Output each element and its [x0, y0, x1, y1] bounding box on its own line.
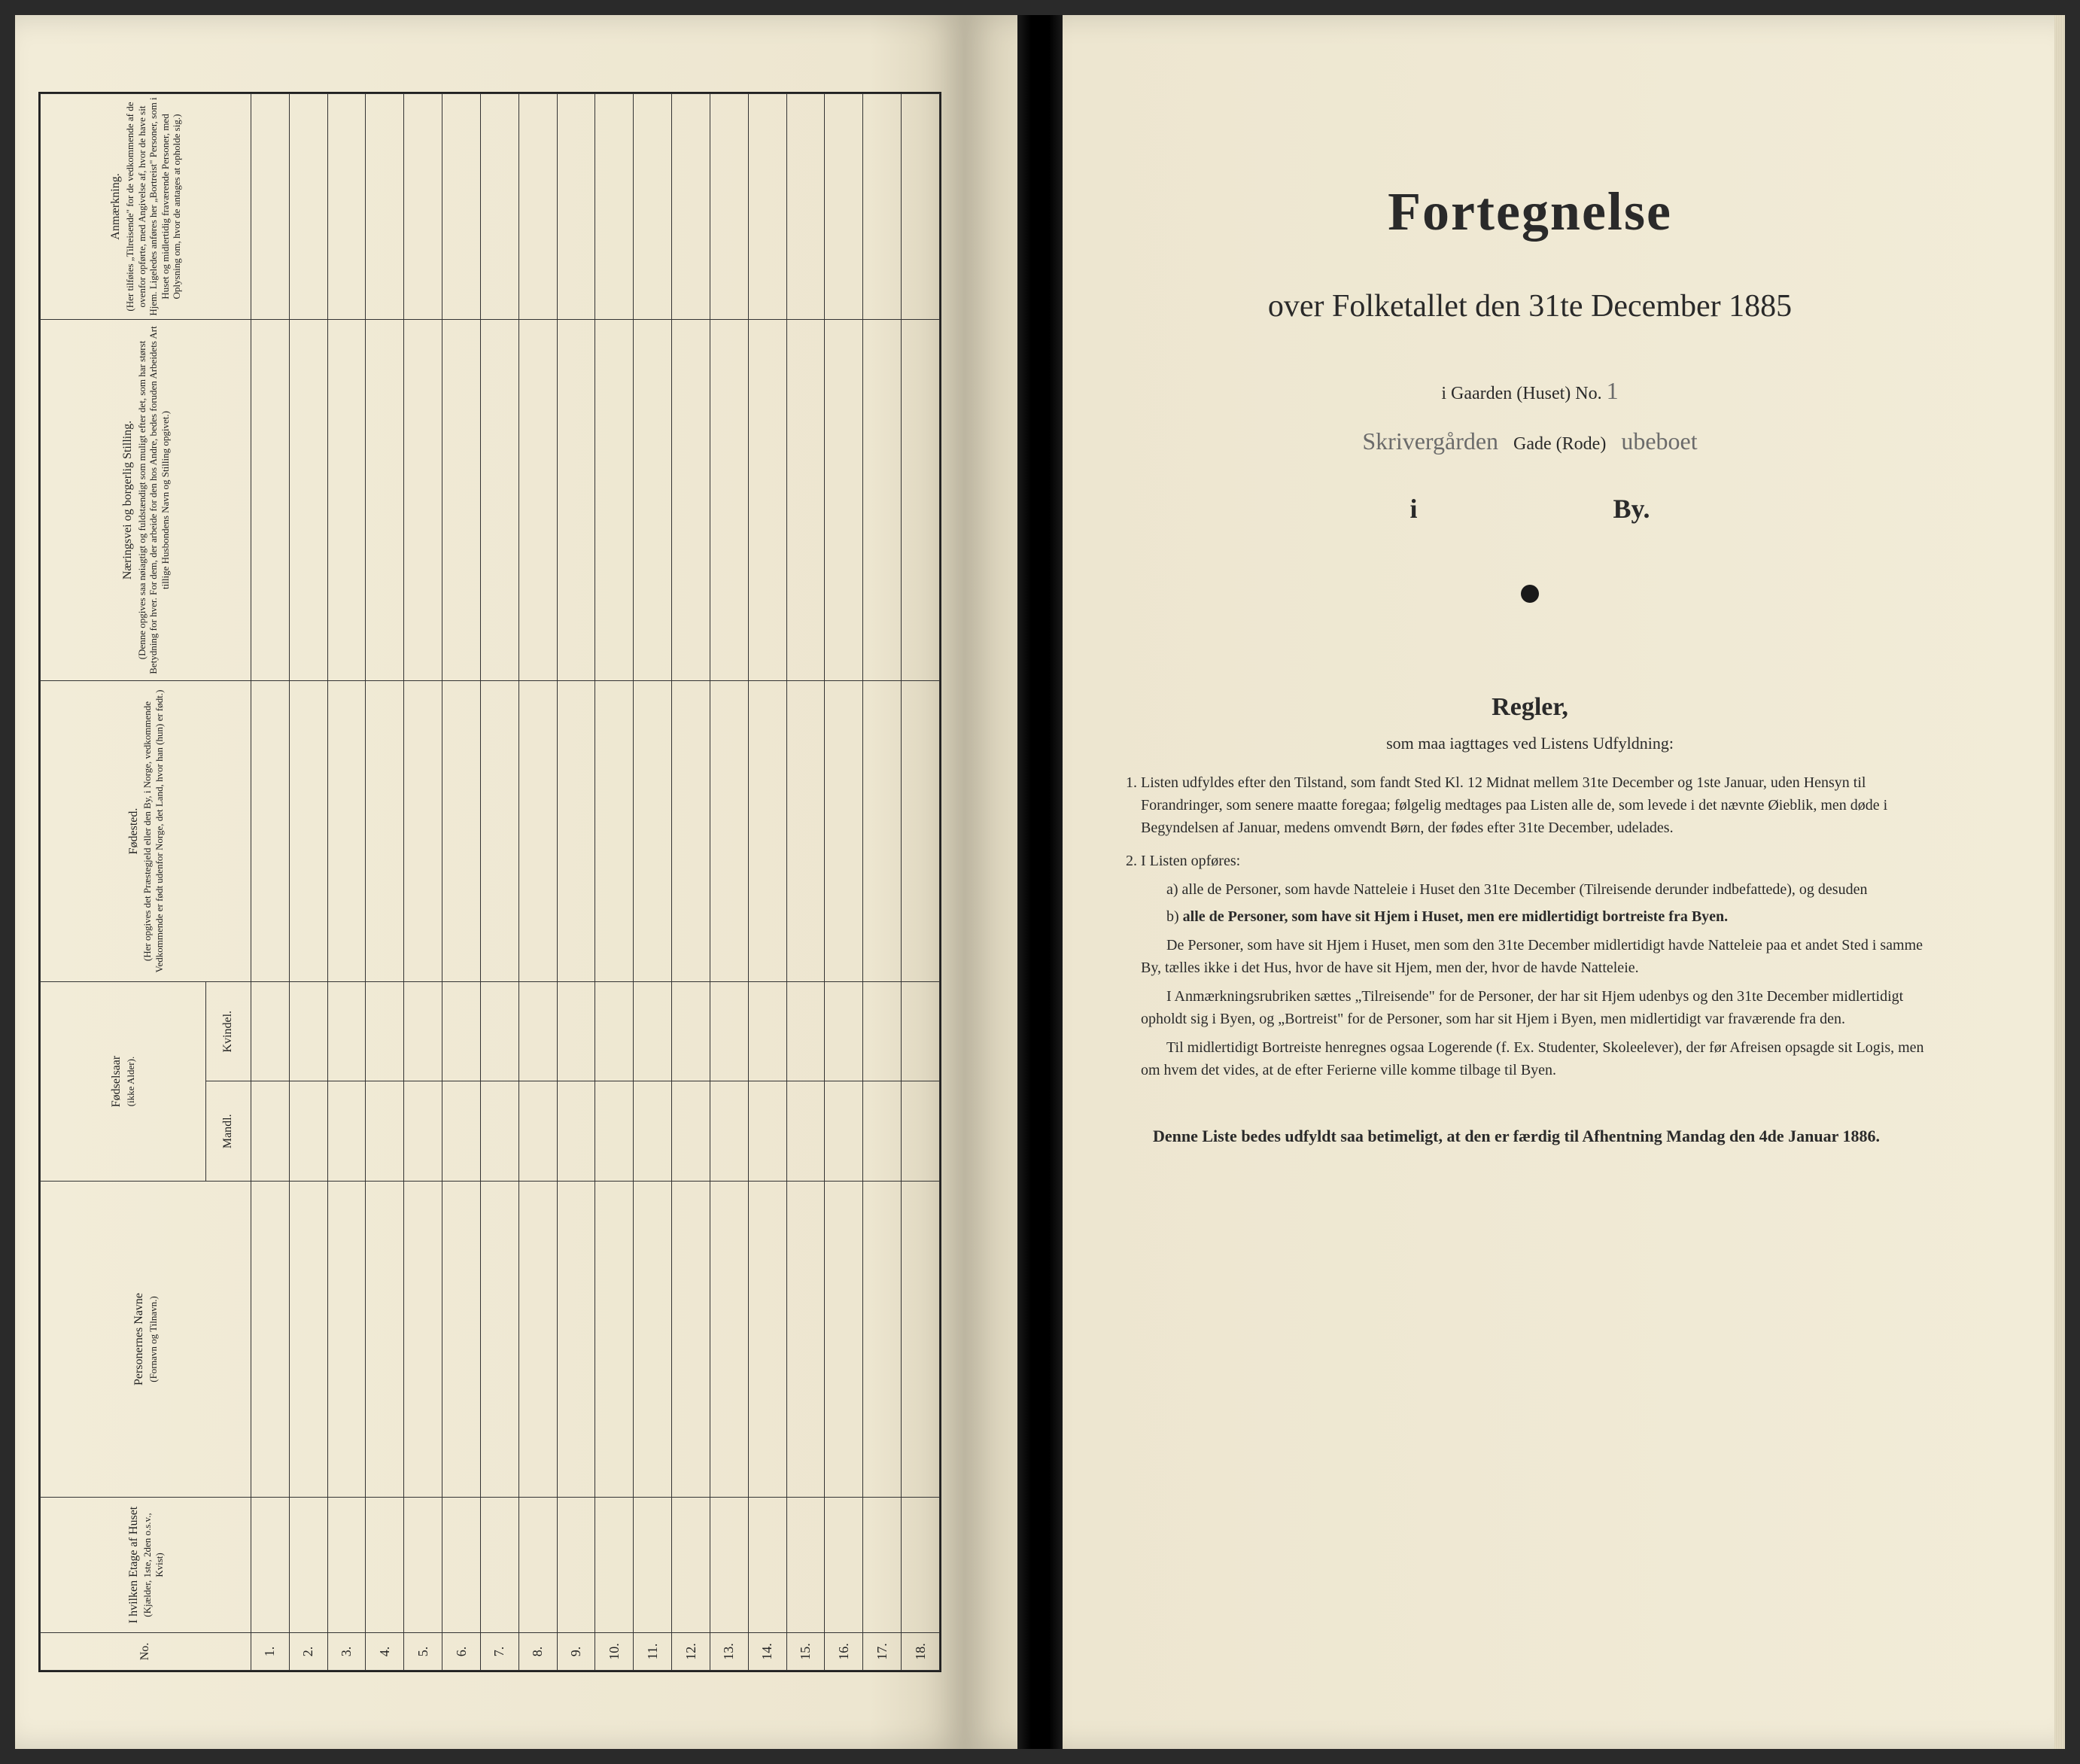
gade-label: Gade (Rode) — [1513, 434, 1606, 455]
table-row: 10. — [595, 94, 634, 1671]
birthyear-label: Fødselsaar — [109, 985, 125, 1178]
page-edge-stack — [2054, 15, 2065, 1749]
rule-2: I Listen opføres: a) alle de Personer, s… — [1141, 850, 1945, 1081]
rule-2a-label: a) — [1166, 881, 1178, 898]
row-no: 13. — [710, 1633, 748, 1671]
rule-2-para3: Til midlertidigt Bortreiste henregnes og… — [1141, 1036, 1945, 1081]
right-page: Fortegnelse over Folketallet den 31te De… — [965, 15, 2065, 1749]
gade-handwritten-right: ubeboet — [1621, 427, 1697, 455]
row-no: 7. — [480, 1633, 518, 1671]
row-no: 1. — [251, 1633, 290, 1671]
gade-handwritten-left: Skrivergården — [1362, 427, 1498, 455]
gaarden-line: i Gaarden (Huset) No. 1 — [1100, 377, 1960, 405]
col-header-female: Kvindel. — [206, 982, 251, 1082]
form-rows: 1. 2. 3. 4. 5. 6. 7. 8. 9. 10. 11. 12. 1… — [251, 94, 940, 1671]
birthplace-sub: (Her opgives det Præstegjeld eller den B… — [141, 684, 165, 978]
gaarden-label: i Gaarden (Huset) No. — [1441, 384, 1601, 403]
birthyear-sub: (ikke Alder). — [125, 985, 137, 1178]
left-page: No. I hvilken Etage af Huset (Kjælder, 1… — [15, 15, 965, 1749]
title-page-content: Fortegnelse over Folketallet den 31te De… — [1100, 181, 1960, 1146]
row-no: 10. — [595, 1633, 634, 1671]
table-row: 16. — [825, 94, 863, 1671]
remarks-label: Anmærkning. — [108, 97, 124, 316]
row-no: 5. — [404, 1633, 442, 1671]
rule-2-intro: I Listen opføres: — [1141, 853, 1240, 869]
rules-title: Regler, — [1100, 693, 1960, 722]
rules-body: Listen udfyldes efter den Tilstand, som … — [1100, 771, 1960, 1081]
col-header-occupation: Næringsvei og borgerlig Stilling. (Denne… — [41, 320, 251, 681]
subtitle: over Folketallet den 31te December 1885 — [1100, 288, 1960, 324]
table-row: 2. — [289, 94, 327, 1671]
gade-line: Skrivergården Gade (Rode) ubeboet — [1100, 427, 1960, 455]
row-no: 2. — [289, 1633, 327, 1671]
table-row: 15. — [786, 94, 825, 1671]
table-row: 8. — [518, 94, 557, 1671]
rule-2a: a) alle de Personer, som havde Natteleie… — [1166, 878, 1945, 901]
by-label: By. — [1613, 493, 1650, 525]
birthplace-label: Fødested. — [126, 684, 142, 978]
row-no: 18. — [902, 1633, 940, 1671]
rule-2-para1: De Personer, som have sit Hjem i Huset, … — [1141, 934, 1945, 979]
row-no: 15. — [786, 1633, 825, 1671]
col-header-birthplace: Fødested. (Her opgives det Præstegjeld e… — [41, 681, 251, 982]
names-sub: (Fornavn og Tilnavn.) — [147, 1185, 160, 1494]
table-row: 1. — [251, 94, 290, 1671]
row-no: 3. — [327, 1633, 366, 1671]
rules-subtitle: som maa iagttages ved Listens Udfyldning… — [1100, 734, 1960, 753]
census-form-table: No. I hvilken Etage af Huset (Kjælder, 1… — [38, 92, 941, 1672]
row-no: 8. — [518, 1633, 557, 1671]
col-header-remarks: Anmærkning. (Her tilføies „Tilreisende" … — [41, 94, 251, 320]
table-row: 5. — [404, 94, 442, 1671]
rule-2b-label: b) — [1166, 908, 1179, 925]
table-row: 4. — [366, 94, 404, 1671]
rule-2a-text: alle de Personer, som havde Natteleie i … — [1182, 881, 1868, 898]
table-row: 11. — [634, 94, 672, 1671]
table-row: 14. — [748, 94, 786, 1671]
col-header-no: No. — [41, 1633, 251, 1671]
row-no: 4. — [366, 1633, 404, 1671]
col-header-birthyear: Fødselsaar (ikke Alder). — [41, 982, 206, 1182]
table-row: 12. — [672, 94, 710, 1671]
floor-sub: (Kjælder, 1ste, 2den o.s.v., Kvist) — [141, 1501, 165, 1629]
rule-1: Listen udfyldes efter den Tilstand, som … — [1141, 771, 1945, 839]
table-row: 17. — [863, 94, 902, 1671]
table-row: 9. — [557, 94, 595, 1671]
row-no: 16. — [825, 1633, 863, 1671]
decorative-dot — [1521, 585, 1539, 603]
occupation-label: Næringsvei og borgerlig Stilling. — [120, 323, 136, 677]
row-no: 6. — [442, 1633, 481, 1671]
table-row: 18. — [902, 94, 940, 1671]
table-row: 7. — [480, 94, 518, 1671]
closing-note: Denne Liste bedes udfyldt saa betimeligt… — [1100, 1127, 1960, 1146]
rule-2-para2: I Anmærkningsrubriken sættes „Tilreisend… — [1141, 985, 1945, 1030]
book-spread: No. I hvilken Etage af Huset (Kjælder, 1… — [15, 15, 2065, 1749]
table-row: 3. — [327, 94, 366, 1671]
i-by-line: i By. — [1100, 493, 1960, 525]
row-no: 17. — [863, 1633, 902, 1671]
i-label: i — [1409, 493, 1417, 525]
table-row: 6. — [442, 94, 481, 1671]
main-title: Fortegnelse — [1100, 181, 1960, 243]
col-header-floor: I hvilken Etage af Huset (Kjælder, 1ste,… — [41, 1498, 251, 1633]
floor-label: I hvilken Etage af Huset — [126, 1501, 142, 1629]
book-spine — [1017, 15, 1063, 1749]
gaarden-value: 1 — [1607, 377, 1619, 404]
row-no: 9. — [557, 1633, 595, 1671]
row-no: 11. — [634, 1633, 672, 1671]
occupation-sub: (Denne opgives saa nøiagtigt og fuldstæn… — [136, 323, 172, 677]
row-no: 14. — [748, 1633, 786, 1671]
rule-2b-text: alle de Personer, som have sit Hjem i Hu… — [1183, 908, 1728, 925]
table-row: 13. — [710, 94, 748, 1671]
rule-2b: b) alle de Personer, som have sit Hjem i… — [1166, 905, 1945, 928]
row-no: 12. — [672, 1633, 710, 1671]
names-label: Personernes Navne — [132, 1185, 147, 1494]
col-header-names: Personernes Navne (Fornavn og Tilnavn.) — [41, 1182, 251, 1498]
col-header-male: Mandl. — [206, 1081, 251, 1182]
remarks-sub: (Her tilføies „Tilreisende" for de vedko… — [124, 97, 183, 316]
